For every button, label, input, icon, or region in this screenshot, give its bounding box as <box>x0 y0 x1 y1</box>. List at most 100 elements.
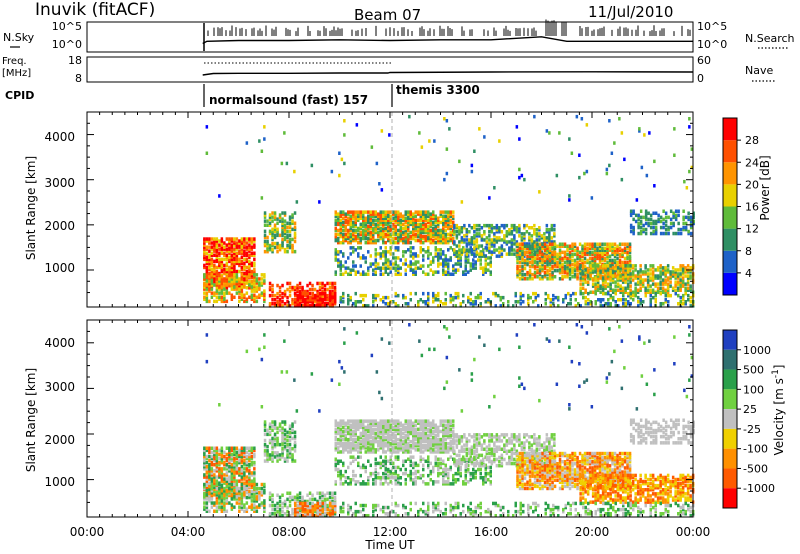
power-cell <box>339 212 342 216</box>
power-cell <box>377 293 380 298</box>
power-cell <box>585 123 589 127</box>
power-cell <box>596 252 599 257</box>
power-cell <box>387 218 390 222</box>
power-cell <box>607 302 610 306</box>
power-cell <box>412 232 415 237</box>
power-cell <box>513 234 516 238</box>
power-cell <box>364 272 367 276</box>
power-cell <box>586 274 590 278</box>
power-cell <box>374 298 377 302</box>
power-cell <box>548 272 552 277</box>
power-cell <box>215 281 219 285</box>
velocity-cell <box>258 486 261 491</box>
power-cell <box>280 161 284 166</box>
power-cell <box>553 244 557 248</box>
velocity-cell <box>283 438 287 443</box>
power-cell <box>568 252 572 257</box>
power-cell <box>283 235 287 240</box>
power-cell <box>271 241 274 246</box>
power-cell <box>238 287 241 291</box>
power-cell <box>564 295 567 300</box>
power-cell <box>596 256 599 261</box>
power-cell <box>238 281 241 285</box>
power-cell <box>467 254 470 258</box>
power-cell <box>357 252 360 256</box>
power-cell <box>538 250 542 255</box>
power-cell <box>263 243 267 248</box>
power-cell <box>474 266 477 270</box>
power-cell <box>427 232 430 237</box>
power-cell <box>561 266 564 271</box>
power-cell <box>238 245 241 249</box>
power-cell <box>384 266 387 270</box>
power-cell <box>458 159 461 164</box>
velocity-cell <box>213 487 216 492</box>
power-cell <box>594 264 597 268</box>
velocity-cell <box>210 446 214 450</box>
velocity-cell <box>250 489 254 494</box>
power-cell <box>518 175 521 180</box>
power-cell <box>362 228 365 233</box>
power-cell <box>263 223 267 227</box>
power-cell <box>245 247 249 251</box>
power-cell <box>399 224 402 229</box>
power-cell <box>409 234 412 239</box>
power-cell <box>674 274 677 278</box>
power-cell <box>205 257 209 262</box>
velocity-cell <box>286 434 289 439</box>
power-cell <box>337 238 340 243</box>
power-cell <box>250 285 254 289</box>
power-cell <box>596 288 600 292</box>
velocity-cell <box>203 475 206 479</box>
velocity-cell <box>218 501 221 505</box>
power-cell <box>682 215 685 220</box>
velocity-cell <box>210 454 214 459</box>
power-cell <box>631 270 635 274</box>
power-cell <box>377 234 380 239</box>
power-cell <box>422 270 425 274</box>
power-cell <box>301 304 304 308</box>
power-cell <box>549 300 552 304</box>
power-cell <box>329 293 332 298</box>
power-cell <box>453 242 456 246</box>
power-cell <box>347 302 350 306</box>
power-cell <box>263 249 267 254</box>
power-cell <box>422 220 425 225</box>
velocity-cell <box>215 469 219 473</box>
power-cell <box>382 224 385 229</box>
velocity-cell <box>245 501 249 505</box>
power-cell <box>414 218 417 222</box>
power-cell <box>465 252 469 256</box>
velocity-cell <box>255 489 259 493</box>
power-cell <box>629 213 633 218</box>
power-cell <box>488 246 491 250</box>
power-cell <box>220 297 224 301</box>
velocity-cell <box>293 459 297 463</box>
velocity-cell <box>210 479 214 483</box>
power-cell <box>382 252 385 256</box>
velocity-cell <box>281 434 284 439</box>
velocity-cell <box>268 422 272 426</box>
velocity-cell <box>245 495 249 500</box>
velocity-cell <box>245 454 249 459</box>
velocity-cell <box>220 469 224 473</box>
power-cell <box>293 227 297 232</box>
velocity-cell <box>225 446 229 450</box>
power-cell <box>652 211 655 215</box>
power-cell <box>434 236 437 241</box>
power-cell <box>543 270 547 275</box>
power-cell <box>636 276 640 280</box>
velocity-cell <box>281 451 284 455</box>
power-cell <box>402 254 405 258</box>
power-cell <box>230 277 234 281</box>
velocity-cell <box>271 440 274 445</box>
velocity-cell <box>271 420 274 424</box>
freq-right-tick-top: 60 <box>697 54 711 67</box>
power-cell <box>686 280 690 284</box>
velocity-cell <box>240 475 244 479</box>
power-cell <box>409 212 412 216</box>
power-cell <box>402 250 405 254</box>
power-cell <box>447 218 450 222</box>
power-cell <box>384 220 387 225</box>
velocity-cell <box>271 451 274 455</box>
